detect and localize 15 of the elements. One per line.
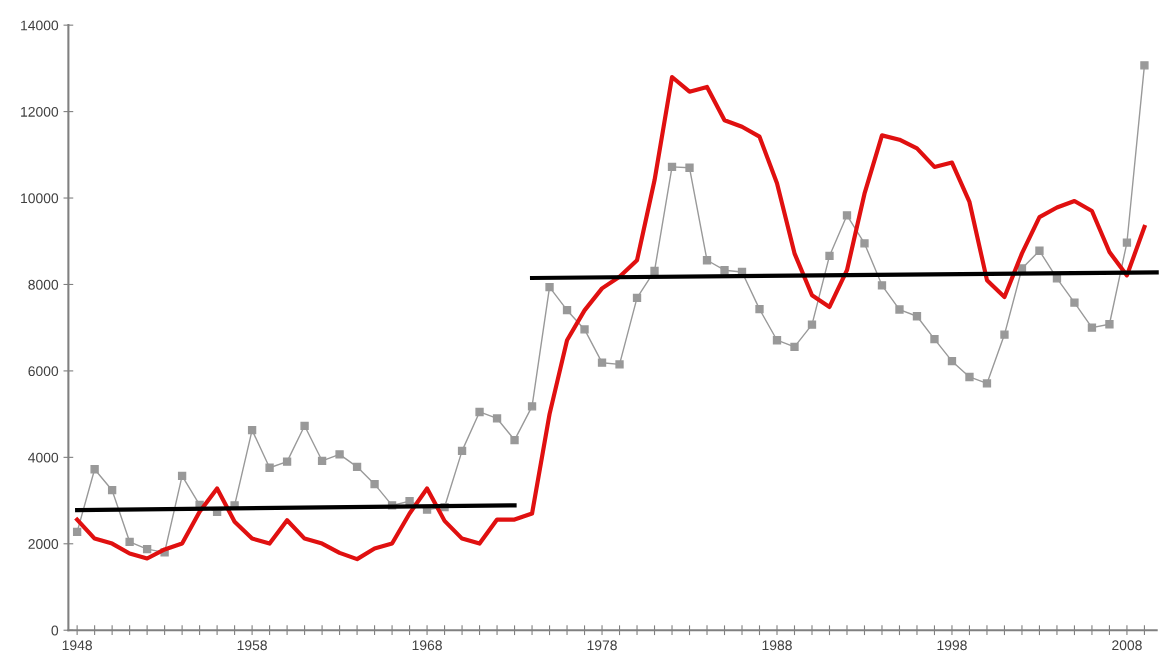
x-tick-label: 1988 [762, 640, 792, 651]
x-tick-label: 1978 [587, 640, 617, 651]
x-tick-label: 2008 [1112, 640, 1142, 651]
y-tick-label: 0 [51, 625, 59, 636]
x-tick-label: 1958 [237, 640, 267, 651]
y-tick-label: 2000 [28, 539, 59, 549]
y-tick-label: 4000 [28, 452, 59, 463]
y-tick-label: 14000 [21, 20, 59, 31]
x-tick-label: 1968 [412, 640, 442, 651]
y-tick-label: 12000 [21, 106, 59, 117]
y-tick-label: 10000 [21, 193, 59, 204]
y-tick-label: 8000 [28, 279, 59, 290]
y-tick-label: 6000 [28, 366, 59, 377]
x-tick-label: 1998 [937, 640, 967, 651]
x-tick-label: 1948 [62, 640, 92, 651]
